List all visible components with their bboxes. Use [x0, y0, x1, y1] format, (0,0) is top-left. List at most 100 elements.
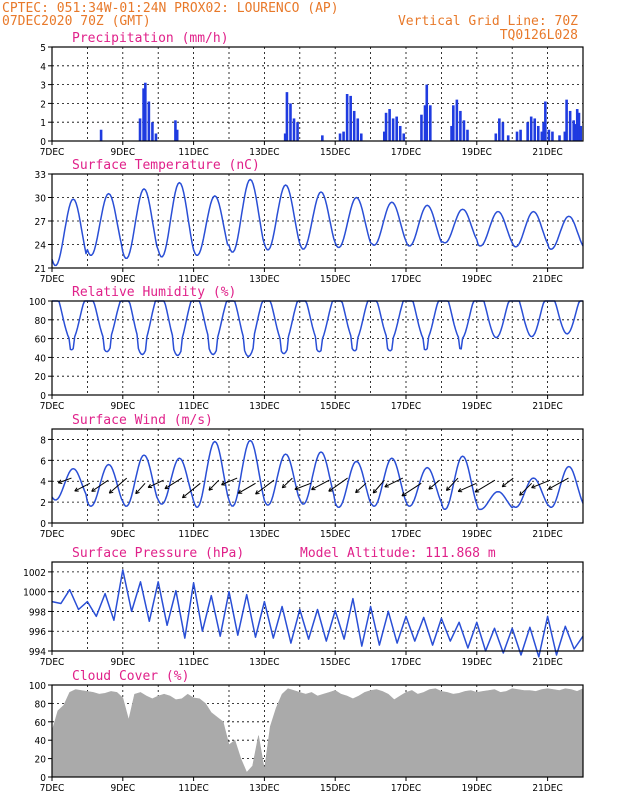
- wind-arrow-head: [181, 493, 185, 498]
- x-tick-label: 17DEC: [391, 657, 421, 668]
- precip-bar: [558, 135, 561, 141]
- precip-bar: [321, 135, 324, 141]
- series-line: [51, 439, 584, 511]
- panel-title: Precipitation (mm/h): [72, 31, 229, 46]
- wind-arrow-head: [355, 488, 358, 493]
- series-line: [51, 178, 584, 267]
- precip-bar: [359, 133, 363, 141]
- panel-title: Surface Pressure (hPa): [72, 546, 244, 561]
- precip-bar: [540, 131, 544, 141]
- wind-arrow-head: [428, 487, 433, 490]
- wind-arrow-head: [91, 487, 94, 492]
- x-tick-label: 7DEC: [40, 657, 65, 668]
- precip-bar: [565, 99, 568, 141]
- precip-bar: [519, 129, 522, 141]
- wind-arrow-head: [294, 486, 298, 490]
- x-tick-label: 15DEC: [320, 274, 350, 285]
- wind-arrow: [372, 479, 385, 494]
- wind-arrow: [519, 482, 533, 496]
- wind-arrow-head: [445, 486, 448, 491]
- y-tick-label: 33: [35, 170, 46, 181]
- precip-bar: [285, 92, 289, 141]
- y-tick-label: 0: [40, 773, 46, 784]
- y-tick-label: 40: [35, 353, 47, 364]
- precip-bar: [99, 129, 103, 141]
- wind-arrow: [355, 482, 367, 494]
- x-tick-label: 13DEC: [249, 147, 279, 158]
- wind-arrow-head: [255, 492, 260, 495]
- series-line: [52, 300, 583, 358]
- wind-arrow: [294, 482, 311, 490]
- y-tick-label: 0: [40, 519, 46, 530]
- precip-bar: [338, 133, 342, 141]
- wind-arrow-head: [446, 488, 451, 491]
- panel-title: Cloud Cover (%): [72, 669, 189, 684]
- y-tick-label: 100: [29, 297, 46, 308]
- header-station: CPTEC: 051:34W-01:24N PROX02: LOURENCO (…: [2, 1, 339, 16]
- wind-arrow: [501, 477, 514, 488]
- precip-bar: [402, 133, 406, 141]
- plot-frame: [51, 428, 584, 524]
- precip-bar: [452, 105, 455, 141]
- precip-bar: [283, 133, 287, 141]
- precip-bar: [138, 118, 142, 141]
- cloud-cover-area: [51, 688, 584, 778]
- y-tick-label: 0: [40, 391, 46, 402]
- x-tick-label: 7DEC: [40, 274, 65, 285]
- precip-bar: [420, 114, 423, 141]
- plot-frame: [51, 561, 584, 652]
- wind-arrow: [255, 479, 275, 495]
- plot-frame: [51, 300, 584, 396]
- precip-bar: [423, 105, 427, 141]
- x-tick-label: 13DEC: [249, 529, 279, 540]
- x-tick-label: 19DEC: [462, 274, 492, 285]
- x-tick-label: 9DEC: [110, 657, 135, 668]
- x-tick-label: 9DEC: [110, 274, 135, 285]
- x-tick-label: 11DEC: [178, 657, 208, 668]
- precip-bar: [388, 109, 391, 141]
- precip-bar: [515, 131, 519, 141]
- x-tick-label: 15DEC: [320, 783, 350, 794]
- x-tick-label: 17DEC: [391, 147, 421, 158]
- x-tick-label: 7DEC: [40, 783, 65, 794]
- panel-1: 21 24 27 30 33 7DEC 9DEC 11DEC 13DEC 15DEC 17DEC 19…: [35, 158, 584, 285]
- x-tick-label: 21DEC: [532, 401, 562, 412]
- precip-bar: [455, 99, 459, 141]
- precip-bar: [292, 118, 296, 141]
- wind-arrow: [428, 479, 440, 490]
- wind-arrow-head: [294, 488, 299, 491]
- x-tick-label: 15DEC: [320, 401, 350, 412]
- x-tick-label: 9DEC: [110, 401, 135, 412]
- precip-bar: [296, 122, 299, 141]
- precip-bar: [542, 122, 545, 141]
- x-tick-label: 17DEC: [391, 274, 421, 285]
- wind-arrow-head: [221, 481, 225, 486]
- wind-arrows: [57, 477, 569, 499]
- wind-arrow-head: [109, 491, 114, 494]
- wind-arrow-head: [328, 487, 331, 492]
- x-tick-label: 11DEC: [178, 274, 208, 285]
- precip-bar: [462, 120, 466, 141]
- precip-bar: [356, 118, 360, 141]
- x-tick-label: 19DEC: [462, 783, 492, 794]
- y-tick-label: 100: [29, 681, 46, 692]
- x-tick-label: 19DEC: [462, 657, 492, 668]
- precip-bar: [574, 124, 577, 141]
- precip-bar: [352, 110, 356, 141]
- x-tick-label: 19DEC: [462, 147, 492, 158]
- precip-bar: [536, 125, 540, 141]
- panel-annotation: Model Altitude: 111.868 m: [300, 546, 496, 561]
- wind-arrow-head: [401, 492, 405, 497]
- x-tick-label: 13DEC: [249, 783, 279, 794]
- wind-arrow: [281, 477, 293, 489]
- x-tick-label: 9DEC: [110, 529, 135, 540]
- y-tick-label: 80: [35, 699, 47, 710]
- header-grid-line: Vertical Grid Line: 70Z: [398, 14, 578, 29]
- precip-bar: [544, 101, 547, 141]
- wind-arrow-head: [281, 483, 284, 488]
- x-tick-label: 11DEC: [178, 783, 208, 794]
- x-tick-label: 11DEC: [178, 147, 208, 158]
- precip-bar: [154, 133, 158, 141]
- wind-arrow-head: [108, 489, 112, 494]
- x-tick-label: 13DEC: [249, 274, 279, 285]
